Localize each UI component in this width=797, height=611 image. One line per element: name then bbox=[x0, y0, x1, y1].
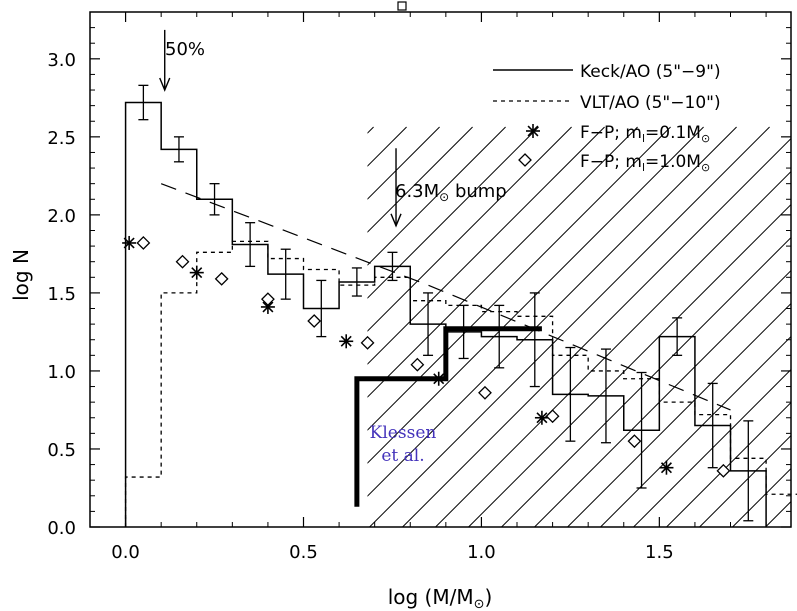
hatch-line bbox=[367, 126, 539, 299]
hatch-line bbox=[369, 126, 770, 527]
diamond-point bbox=[478, 385, 492, 400]
hatch-line bbox=[0, 127, 308, 527]
diamond-point bbox=[360, 335, 375, 350]
hatch-line bbox=[600, 335, 791, 527]
klessen-label-line2: et al. bbox=[381, 446, 424, 466]
arrow-bump bbox=[390, 148, 402, 228]
diamond-point bbox=[410, 357, 425, 372]
x-tick-label: 0.0 bbox=[111, 542, 140, 563]
asterisk-points bbox=[122, 235, 674, 475]
hatch-line bbox=[534, 269, 791, 527]
y-tick-label: 1.5 bbox=[47, 284, 76, 305]
legend-diamond bbox=[518, 153, 532, 167]
y-axis-label: log N bbox=[9, 249, 33, 301]
hatch-line bbox=[367, 126, 407, 167]
x-tick-label: 1.0 bbox=[467, 542, 496, 563]
diamond-point bbox=[214, 271, 229, 286]
legend-fp10-label: F−P; ml=1.0M⊙ bbox=[580, 152, 710, 174]
annotations bbox=[159, 29, 402, 228]
hatch-line bbox=[501, 236, 791, 527]
asterisk-point bbox=[189, 265, 204, 280]
arrow-head bbox=[159, 77, 171, 92]
asterisk-stroke bbox=[123, 237, 135, 249]
klessen-step bbox=[354, 326, 542, 507]
plot-frame bbox=[89, 11, 792, 528]
klessen-step-line bbox=[354, 326, 542, 507]
asterisk-stroke bbox=[527, 125, 539, 137]
y-tick-label: 1.0 bbox=[47, 362, 76, 383]
klessen-label-line1: Klessen bbox=[370, 423, 437, 443]
hatch-line bbox=[367, 126, 506, 266]
hatch-line bbox=[633, 368, 791, 527]
asterisk-stroke bbox=[191, 267, 203, 279]
asterisk-stroke bbox=[433, 373, 445, 385]
annotation-bump: 6.3M⊙ bump bbox=[395, 181, 507, 204]
x-axis-label: log (M/M⊙) bbox=[388, 585, 493, 611]
diamond-point bbox=[545, 409, 560, 424]
legend-diamond-marker bbox=[518, 153, 532, 167]
axis-ticks: 0.0 0.5 1.0 1.5 0.0 0.5 1.0 1.5 2.0 2.5 3.0 bbox=[47, 12, 791, 563]
hatch-line bbox=[367, 126, 572, 332]
hatch-line bbox=[367, 126, 605, 365]
arrow-50-percent bbox=[159, 29, 171, 92]
legend-vlt-label: VLT/AO (5"−10") bbox=[580, 93, 721, 113]
asterisk-stroke bbox=[262, 301, 274, 313]
hatch-line bbox=[367, 126, 638, 398]
diamond-point bbox=[627, 434, 642, 449]
legend-keck-label: Keck/AO (5"−9") bbox=[580, 62, 721, 82]
hatch-line bbox=[402, 137, 791, 527]
diamond-point bbox=[260, 292, 275, 307]
diamond-point bbox=[136, 236, 151, 250]
y-tick-label: 0.0 bbox=[47, 518, 76, 539]
legend-asterisk-marker bbox=[526, 124, 540, 138]
x-tick-label: 1.5 bbox=[645, 542, 674, 563]
hatch-line bbox=[468, 203, 791, 527]
y-tick-label: 2.5 bbox=[47, 128, 76, 149]
long-dash-line bbox=[160, 183, 731, 411]
asterisk-point bbox=[431, 371, 446, 386]
vlt-histogram-line bbox=[124, 240, 797, 527]
annotation-50-percent: 50% bbox=[165, 39, 205, 60]
diamond-points bbox=[136, 236, 731, 478]
asterisk-point bbox=[534, 410, 549, 425]
diamond-point bbox=[716, 463, 731, 478]
asterisk-point bbox=[339, 334, 354, 349]
asterisk-stroke bbox=[340, 335, 352, 347]
hatch-line bbox=[367, 126, 374, 134]
x-tick-label: 0.5 bbox=[289, 542, 318, 563]
hatch-line bbox=[666, 401, 791, 527]
hatch-line bbox=[367, 126, 473, 233]
arrow-head bbox=[390, 213, 402, 228]
legend-asterisk bbox=[526, 124, 540, 138]
asterisk-stroke bbox=[536, 412, 548, 424]
long-dash-guide bbox=[160, 183, 731, 411]
vlt-histogram bbox=[124, 240, 797, 527]
y-tick-label: 0.5 bbox=[47, 440, 76, 461]
legend: Keck/AO (5"−9") VLT/AO (5"−10") F−P; ml=… bbox=[493, 62, 721, 174]
hatch-line bbox=[435, 170, 791, 527]
y-tick-label: 3.0 bbox=[47, 50, 76, 71]
keck-error-bars bbox=[138, 84, 754, 522]
hatch-line bbox=[367, 126, 440, 200]
diamond-point bbox=[175, 254, 190, 269]
asterisk-point bbox=[659, 460, 674, 475]
diamond-point bbox=[307, 314, 322, 328]
hatch-line bbox=[567, 302, 791, 527]
legend-fp01-label: F−P; ml=0.1M⊙ bbox=[580, 123, 710, 145]
top-marker-square bbox=[397, 1, 407, 11]
asterisk-stroke bbox=[660, 462, 672, 474]
hatch-line bbox=[765, 500, 791, 527]
y-tick-label: 2.0 bbox=[47, 206, 76, 227]
asterisk-point bbox=[122, 235, 137, 250]
